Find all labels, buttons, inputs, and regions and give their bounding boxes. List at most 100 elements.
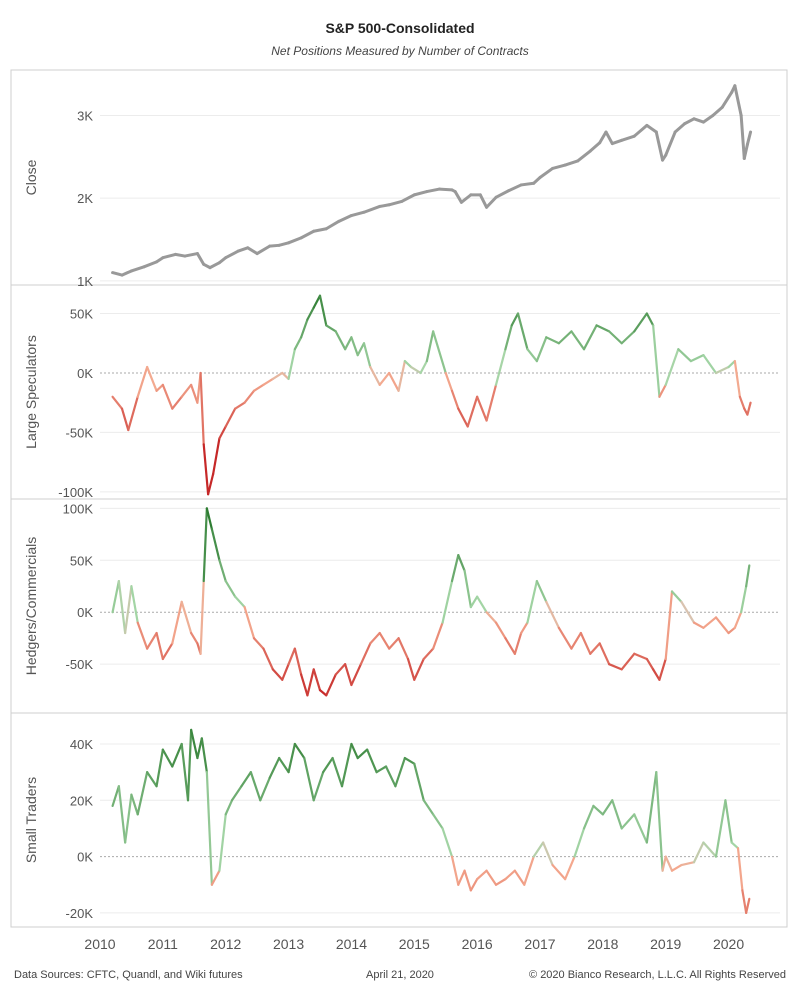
series-segment-large-speculators xyxy=(645,312,655,327)
series-segment-hedgers-commercials xyxy=(306,668,315,697)
series-segment-small-traders xyxy=(601,799,614,816)
series-segment-hedgers-commercials xyxy=(413,657,425,681)
series-segment-small-traders xyxy=(413,762,425,802)
series-segment-small-traders xyxy=(403,756,416,765)
series-segment-close xyxy=(129,265,146,273)
series-segment-close xyxy=(598,130,608,145)
series-segment-hedgers-commercials xyxy=(432,621,444,650)
series-segment-small-traders xyxy=(322,756,334,774)
series-segment-close xyxy=(645,123,658,134)
y-tick-label-small-traders: 40K xyxy=(70,737,93,752)
series-segment-small-traders xyxy=(240,771,252,788)
panel-frame-large-speculators xyxy=(10,284,788,500)
series-segment-small-traders xyxy=(564,855,576,881)
series-segment-large-speculators xyxy=(557,330,573,345)
series-segment-small-traders xyxy=(180,742,190,802)
y-tick-label-hedgers-commercials: 0K xyxy=(77,605,93,620)
series-segment-small-traders xyxy=(111,785,120,808)
series-segment-large-speculators xyxy=(664,348,680,386)
series-segment-large-speculators xyxy=(243,389,256,404)
series-segment-large-speculators xyxy=(677,348,692,363)
series-segment-hedgers-commercials xyxy=(136,621,149,650)
series-segment-large-speculators xyxy=(510,312,520,327)
series-segment-large-speculators xyxy=(146,365,158,392)
series-segment-small-traders xyxy=(117,785,127,844)
x-tick-label: 2012 xyxy=(210,936,241,952)
series-segment-hedgers-commercials xyxy=(218,559,227,583)
series-segment-close xyxy=(277,241,291,247)
series-segment-large-speculators xyxy=(180,383,193,398)
series-segment-small-traders xyxy=(736,847,744,892)
series-segment-close xyxy=(711,105,724,117)
series-segment-close xyxy=(576,149,592,163)
series-segment-small-traders xyxy=(394,756,406,788)
series-segment-close xyxy=(485,195,498,209)
series-segment-hedgers-commercials xyxy=(652,668,661,681)
series-segment-small-traders xyxy=(633,813,648,844)
series-segment-large-speculators xyxy=(410,365,422,375)
series-segment-hedgers-commercials xyxy=(608,663,623,671)
series-segment-close xyxy=(733,84,743,117)
series-segment-small-traders xyxy=(278,756,290,774)
series-segment-large-speculators xyxy=(432,330,447,375)
series-segment-close xyxy=(378,203,391,208)
series-segment-close xyxy=(494,189,511,199)
series-segment-large-speculators xyxy=(252,383,265,392)
series-segment-small-traders xyxy=(124,793,133,844)
series-segment-hedgers-commercials xyxy=(733,611,743,629)
series-segment-small-traders xyxy=(268,756,281,779)
y-tick-label-large-speculators: -100K xyxy=(58,485,93,500)
series-segment-hedgers-commercials xyxy=(155,631,164,661)
series-segment-large-speculators xyxy=(526,348,538,363)
series-segment-small-traders xyxy=(136,771,149,816)
y-tick-label-close: 2K xyxy=(77,191,93,206)
series-segment-large-speculators xyxy=(545,336,560,345)
series-segment-hedgers-commercials xyxy=(579,631,592,655)
series-segment-close xyxy=(324,219,341,231)
y-tick-label-large-speculators: -50K xyxy=(66,425,94,440)
series-segment-close xyxy=(673,122,687,134)
series-segment-hedgers-commercials xyxy=(130,585,139,624)
series-segment-large-speculators xyxy=(727,359,736,369)
x-tick-label: 2018 xyxy=(587,936,618,952)
series-segment-small-traders xyxy=(670,863,683,872)
series-segment-small-traders xyxy=(450,855,460,886)
series-segment-large-speculators xyxy=(190,383,199,404)
series-segment-hedgers-commercials xyxy=(476,595,488,614)
x-tick-label: 2020 xyxy=(713,936,744,952)
series-segment-small-traders xyxy=(664,855,674,872)
series-segment-large-speculators xyxy=(570,330,586,351)
series-segment-close xyxy=(208,261,221,270)
series-segment-hedgers-commercials xyxy=(252,637,265,650)
series-segment-large-speculators xyxy=(633,312,648,333)
series-segment-small-traders xyxy=(655,771,664,872)
y-tick-label-close: 1K xyxy=(77,274,93,289)
series-segment-large-speculators xyxy=(595,324,611,333)
series-segment-close xyxy=(478,193,489,209)
series-segment-large-speculators xyxy=(271,371,284,381)
series-segment-large-speculators xyxy=(658,383,667,398)
series-segment-large-speculators xyxy=(207,472,215,496)
series-segment-hedgers-commercials xyxy=(620,652,636,671)
series-segment-large-speculators xyxy=(652,324,661,398)
series-segment-hedgers-commercials xyxy=(645,657,655,671)
series-segment-large-speculators xyxy=(608,330,623,345)
series-segment-close xyxy=(287,236,303,245)
series-segment-large-speculators xyxy=(318,294,328,327)
series-segment-hedgers-commercials xyxy=(117,579,127,635)
series-segment-hedgers-commercials xyxy=(664,590,674,661)
series-segment-large-speculators xyxy=(397,359,406,392)
series-segment-hedgers-commercials xyxy=(692,621,705,629)
series-segment-hedgers-commercials xyxy=(494,621,507,640)
series-segment-small-traders xyxy=(457,869,466,886)
series-segment-hedgers-commercials xyxy=(422,647,435,661)
series-segment-hedgers-commercials xyxy=(271,668,284,681)
series-segment-close xyxy=(425,187,441,194)
series-segment-close xyxy=(720,90,734,109)
series-segment-large-speculators xyxy=(155,383,164,392)
series-segment-hedgers-commercials xyxy=(234,595,246,609)
series-segment-hedgers-commercials xyxy=(520,621,529,635)
series-segment-small-traders xyxy=(259,776,271,802)
series-segment-small-traders xyxy=(476,869,488,881)
